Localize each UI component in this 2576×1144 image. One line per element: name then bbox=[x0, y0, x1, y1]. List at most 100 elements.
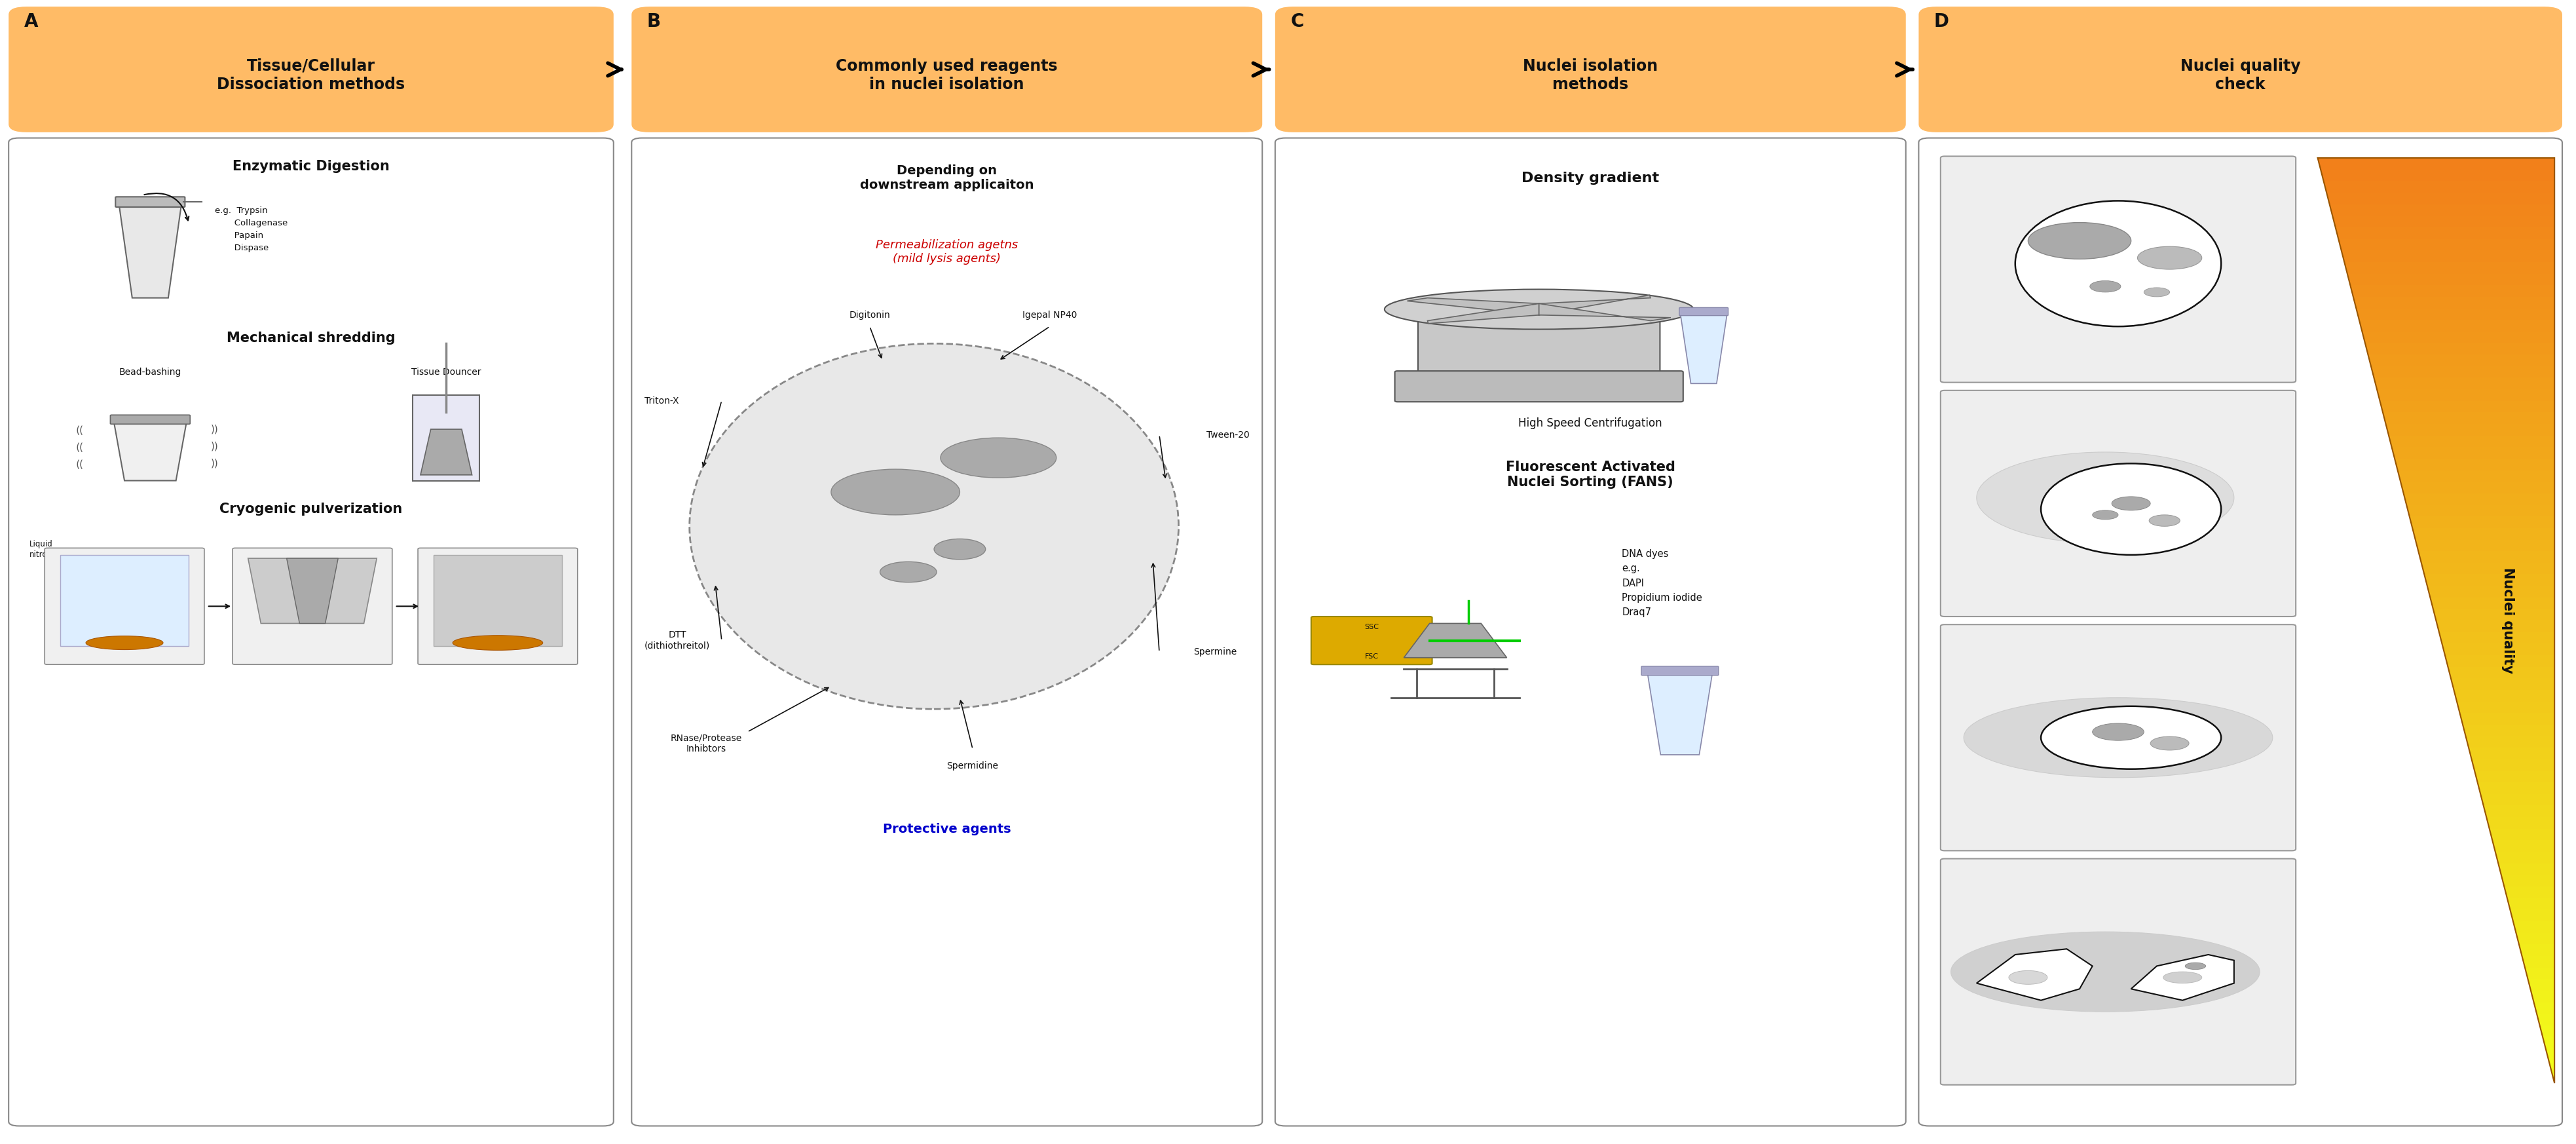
Polygon shape bbox=[2378, 389, 2555, 400]
Polygon shape bbox=[2458, 701, 2555, 713]
Text: Spermine: Spermine bbox=[1193, 648, 1236, 657]
Polygon shape bbox=[2396, 459, 2555, 470]
Polygon shape bbox=[2424, 574, 2555, 586]
Ellipse shape bbox=[2184, 962, 2205, 969]
Polygon shape bbox=[2360, 320, 2555, 332]
Polygon shape bbox=[113, 423, 185, 480]
Polygon shape bbox=[2347, 273, 2555, 285]
Text: B: B bbox=[647, 13, 662, 31]
Ellipse shape bbox=[2164, 971, 2202, 983]
Polygon shape bbox=[2434, 609, 2555, 620]
Ellipse shape bbox=[2027, 222, 2130, 259]
Ellipse shape bbox=[1963, 698, 2272, 778]
Text: e.g.  Trypsin
       Collagenase
       Papain
       Dispase: e.g. Trypsin Collagenase Papain Dispase bbox=[214, 207, 289, 253]
Polygon shape bbox=[2514, 921, 2555, 932]
Polygon shape bbox=[2488, 828, 2555, 841]
Ellipse shape bbox=[2143, 287, 2169, 296]
Ellipse shape bbox=[2138, 246, 2202, 269]
Polygon shape bbox=[2427, 586, 2555, 597]
Polygon shape bbox=[2447, 667, 2555, 678]
Polygon shape bbox=[2530, 991, 2555, 1002]
Ellipse shape bbox=[935, 539, 987, 559]
Ellipse shape bbox=[2112, 496, 2151, 510]
Polygon shape bbox=[2517, 932, 2555, 944]
Polygon shape bbox=[2501, 875, 2555, 887]
Polygon shape bbox=[2494, 841, 2555, 852]
Polygon shape bbox=[2470, 760, 2555, 771]
Polygon shape bbox=[2483, 805, 2555, 817]
FancyBboxPatch shape bbox=[116, 197, 185, 207]
Polygon shape bbox=[2391, 447, 2555, 459]
Polygon shape bbox=[2411, 529, 2555, 540]
Text: Digitonin: Digitonin bbox=[850, 310, 891, 319]
Polygon shape bbox=[1406, 297, 1538, 315]
Polygon shape bbox=[2468, 748, 2555, 760]
Polygon shape bbox=[2450, 678, 2555, 690]
Text: Bead-bashing: Bead-bashing bbox=[118, 367, 180, 376]
Text: Fluorescent Activated
Nuclei Sorting (FANS): Fluorescent Activated Nuclei Sorting (FA… bbox=[1507, 461, 1674, 490]
Ellipse shape bbox=[2092, 723, 2143, 740]
Text: D: D bbox=[1935, 13, 1950, 31]
Polygon shape bbox=[2331, 216, 2555, 228]
Polygon shape bbox=[2519, 944, 2555, 956]
Polygon shape bbox=[2486, 817, 2555, 828]
Text: Spermidine: Spermidine bbox=[948, 762, 999, 771]
Polygon shape bbox=[2439, 633, 2555, 644]
Polygon shape bbox=[59, 555, 188, 646]
Text: Igepal NP40: Igepal NP40 bbox=[1023, 310, 1077, 319]
FancyBboxPatch shape bbox=[111, 415, 191, 424]
Polygon shape bbox=[2553, 1072, 2555, 1083]
Polygon shape bbox=[2442, 644, 2555, 656]
FancyBboxPatch shape bbox=[232, 548, 392, 665]
Text: Cryogenic pulverization: Cryogenic pulverization bbox=[219, 502, 402, 516]
Ellipse shape bbox=[881, 562, 938, 582]
Polygon shape bbox=[2398, 470, 2555, 482]
Text: Enzymatic Digestion: Enzymatic Digestion bbox=[232, 160, 389, 173]
Polygon shape bbox=[2429, 597, 2555, 609]
Polygon shape bbox=[2421, 563, 2555, 574]
Polygon shape bbox=[2329, 205, 2555, 216]
Text: C: C bbox=[1291, 13, 1303, 31]
FancyBboxPatch shape bbox=[631, 7, 1262, 133]
Text: DTT
(dithiothreitol): DTT (dithiothreitol) bbox=[644, 630, 711, 651]
FancyBboxPatch shape bbox=[1940, 157, 2295, 382]
Text: SSC: SSC bbox=[1365, 623, 1378, 630]
Polygon shape bbox=[247, 558, 376, 623]
Polygon shape bbox=[1976, 948, 2092, 1000]
Polygon shape bbox=[2130, 954, 2233, 1000]
Text: )): )) bbox=[75, 459, 82, 468]
Ellipse shape bbox=[940, 438, 1056, 478]
Ellipse shape bbox=[85, 636, 162, 650]
Polygon shape bbox=[286, 558, 337, 623]
Ellipse shape bbox=[1976, 452, 2233, 543]
Polygon shape bbox=[2344, 262, 2555, 273]
Polygon shape bbox=[2388, 436, 2555, 447]
Ellipse shape bbox=[690, 343, 1180, 709]
Polygon shape bbox=[1680, 315, 1726, 383]
Polygon shape bbox=[1538, 295, 1651, 315]
Polygon shape bbox=[2357, 308, 2555, 320]
Text: Density gradient: Density gradient bbox=[1522, 172, 1659, 184]
Ellipse shape bbox=[2040, 463, 2221, 555]
FancyBboxPatch shape bbox=[1919, 138, 2563, 1126]
Polygon shape bbox=[2504, 887, 2555, 898]
Polygon shape bbox=[2540, 1025, 2555, 1036]
FancyBboxPatch shape bbox=[631, 138, 1262, 1126]
FancyBboxPatch shape bbox=[1311, 617, 1432, 665]
FancyBboxPatch shape bbox=[1275, 138, 1906, 1126]
Polygon shape bbox=[2380, 400, 2555, 412]
FancyBboxPatch shape bbox=[1940, 625, 2295, 851]
Polygon shape bbox=[2336, 228, 2555, 239]
Text: FSC: FSC bbox=[1365, 653, 1378, 660]
Text: Nuclei isolation
methods: Nuclei isolation methods bbox=[1522, 58, 1659, 93]
Text: RNase/Protease
Inhibtors: RNase/Protease Inhibtors bbox=[670, 733, 742, 753]
FancyBboxPatch shape bbox=[1940, 390, 2295, 617]
Text: Tissue/Cellular
Dissociation methods: Tissue/Cellular Dissociation methods bbox=[216, 58, 404, 93]
Polygon shape bbox=[2375, 378, 2555, 389]
Text: DNA dyes
e.g.
DAPI
Propidium iodide
Draq7: DNA dyes e.g. DAPI Propidium iodide Draq… bbox=[1623, 549, 1703, 617]
Polygon shape bbox=[1538, 303, 1672, 320]
Polygon shape bbox=[2524, 968, 2555, 979]
Text: Nuclei quality: Nuclei quality bbox=[2501, 567, 2514, 674]
Polygon shape bbox=[2437, 620, 2555, 633]
Text: Commonly used reagents
in nuclei isolation: Commonly used reagents in nuclei isolati… bbox=[837, 58, 1059, 93]
